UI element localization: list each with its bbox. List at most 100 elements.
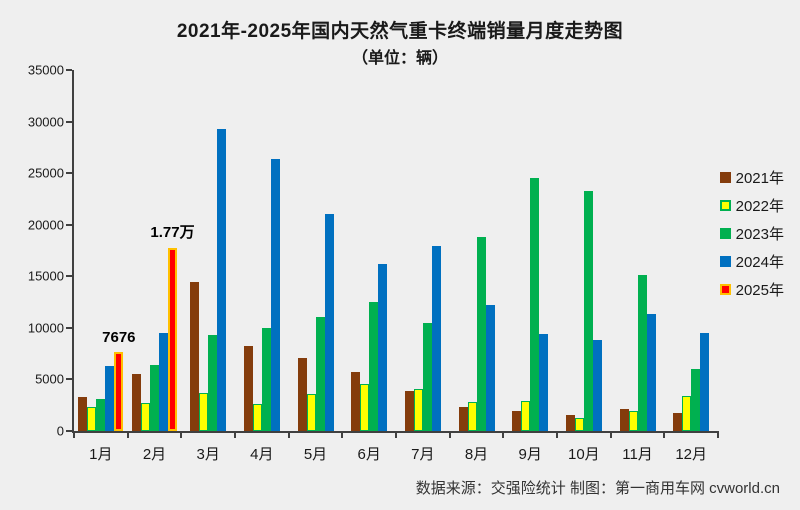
bar-2021年-4月: [243, 346, 253, 431]
legend: 2021年 2022年 2023年 2024年 2025年: [719, 163, 784, 303]
bar-2024年-4月: [270, 158, 280, 431]
legend-label-2022: 2022年: [735, 197, 784, 215]
bar-2022年-12月: [682, 395, 692, 431]
y-axis-label: 30000: [27, 114, 64, 130]
bar-2021年-9月: [512, 411, 522, 431]
legend-item-2021: 2021年: [719, 163, 784, 191]
legend-item-2025: 2025年: [719, 275, 784, 303]
legend-label-2023: 2023年: [735, 225, 784, 243]
bar-2024年-8月: [485, 305, 495, 431]
bar-2021年-12月: [673, 413, 683, 431]
x-axis-label: 12月: [675, 446, 707, 463]
bar-2024年-6月: [378, 263, 388, 431]
y-axis-label: 35000: [27, 62, 64, 78]
legend-swatch-2023: [719, 227, 731, 239]
bar-2024年-12月: [700, 333, 710, 431]
y-axis-tick: [66, 275, 72, 278]
bar-2021年-5月: [297, 357, 307, 431]
x-axis-tick: [556, 431, 558, 438]
bar-2022年-1月: [87, 407, 97, 431]
bar-2022年-9月: [521, 401, 531, 431]
bar-2022年-10月: [574, 417, 584, 431]
bar-2023年-5月: [315, 316, 325, 431]
x-axis-tick: [180, 431, 183, 438]
bar-2021年-3月: [190, 282, 200, 431]
x-axis-label: 1月: [89, 446, 113, 463]
x-axis-label: 8月: [464, 446, 489, 463]
y-axis-label: 5000: [35, 371, 64, 387]
y-axis-tick: [66, 69, 72, 71]
y-axis-tick: [66, 172, 72, 175]
bar-2022年-5月: [306, 393, 316, 431]
y-axis-label: 0: [56, 423, 64, 439]
bar-2021年-8月: [458, 407, 468, 431]
y-axis-tick: [66, 378, 72, 381]
x-axis-tick: [341, 431, 344, 438]
bar-2024年-3月: [217, 128, 227, 431]
bar-2024年-1月: [105, 366, 115, 431]
x-axis-tick: [73, 431, 75, 438]
y-axis-label: 25000: [27, 165, 64, 181]
bar-2022年-3月: [199, 392, 209, 431]
bar-2023年-11月: [637, 275, 647, 431]
chart-subtitle: （单位：辆）: [351, 50, 448, 67]
y-axis-tick: [66, 120, 72, 123]
y-axis-tick: [66, 223, 72, 226]
legend-label-2021: 2021年: [735, 169, 784, 187]
bar-2021年-10月: [565, 414, 575, 431]
data-label: 7676: [102, 328, 136, 346]
y-axis-tick: [66, 326, 72, 329]
legend-item-2023: 2023年: [719, 219, 784, 247]
y-axis-label: 20000: [27, 217, 64, 233]
bar-2024年-2月: [159, 333, 168, 431]
bar-2024年-10月: [592, 340, 602, 431]
legend-label-2025: 2025年: [735, 281, 784, 299]
bar-2025年-1月: [114, 351, 124, 431]
x-axis-label: 10月: [567, 446, 600, 463]
bar-2023年-8月: [476, 237, 486, 431]
x-axis-label: 9月: [518, 446, 542, 463]
bar-2022年-4月: [252, 404, 262, 431]
x-axis-label: 11月: [622, 446, 653, 463]
bar-2021年-11月: [619, 409, 629, 431]
bar-2023年-1月: [96, 399, 106, 431]
data-label: 1.77万: [150, 224, 195, 242]
bar-2024年-11月: [646, 314, 656, 431]
x-axis-label: 5月: [303, 446, 328, 463]
bar-2022年-6月: [360, 383, 370, 431]
bar-2022年-7月: [413, 388, 423, 431]
chart-title: 2021年-2025年国内天然气重卡终端销量月度走势图: [176, 21, 624, 42]
bar-2023年-2月: [150, 365, 159, 431]
bar-2021年-2月: [132, 374, 141, 431]
x-axis-label: 3月: [196, 446, 220, 463]
x-axis-tick: [234, 431, 236, 438]
x-axis-tick: [448, 431, 451, 438]
x-axis-tick: [609, 431, 612, 438]
bar-2025年-2月: [168, 248, 177, 431]
x-axis-tick: [502, 431, 505, 438]
legend-item-2022: 2022年: [719, 191, 784, 219]
x-axis-tick: [395, 431, 397, 438]
bar-2023年-12月: [691, 369, 701, 431]
bar-2021年-7月: [404, 390, 414, 431]
x-axis-label: 6月: [357, 446, 381, 463]
bar-2023年-9月: [530, 178, 540, 431]
bar-2023年-3月: [208, 335, 218, 431]
x-axis-tick: [663, 431, 666, 438]
bar-2024年-5月: [324, 214, 334, 431]
bar-2024年-7月: [431, 246, 441, 431]
legend-swatch-2024: [719, 255, 731, 267]
bar-2023年-6月: [369, 302, 379, 431]
bar-2024年-9月: [539, 334, 549, 431]
y-axis-label: 10000: [27, 320, 64, 336]
x-axis-tick: [287, 431, 290, 438]
x-axis-tick: [717, 431, 719, 438]
legend-item-2024: 2024年: [719, 247, 784, 275]
bar-2023年-4月: [261, 327, 271, 431]
legend-swatch-2021: [719, 171, 731, 183]
legend-swatch-2025: [719, 283, 731, 295]
bar-2023年-10月: [583, 190, 593, 431]
y-axis-label: 15000: [27, 268, 64, 284]
x-axis-label: 2月: [142, 446, 167, 463]
